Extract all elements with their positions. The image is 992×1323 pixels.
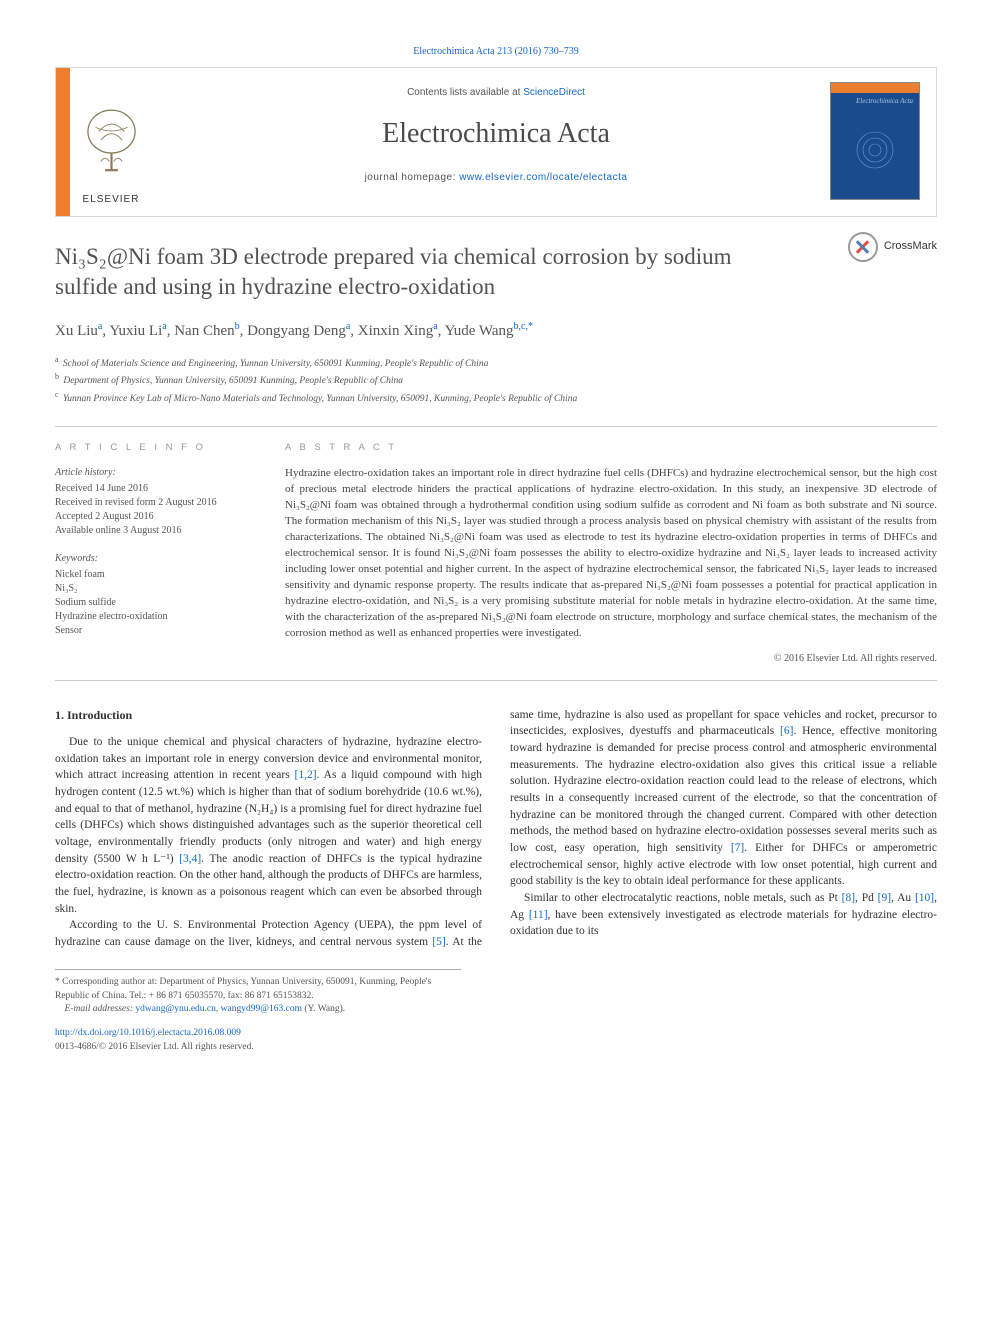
corresponding-author-note: * Corresponding author at: Department of… [55, 969, 461, 1017]
keywords-label: Keywords: [55, 552, 255, 566]
journal-cover-thumbnail: Electrochimica Acta [830, 82, 920, 200]
section-1-heading: 1. Introduction [55, 707, 482, 724]
history-revised: Received in revised form 2 August 2016 [55, 496, 255, 510]
contents-available-line: Contents lists available at ScienceDirec… [76, 86, 916, 100]
affiliation-b: b Department of Physics, Yunnan Universi… [55, 371, 937, 388]
cover-title: Electrochimica Acta [837, 97, 913, 107]
crossmark-icon [848, 232, 878, 262]
journal-homepage-line: journal homepage: www.elsevier.com/locat… [76, 171, 916, 185]
sciencedirect-link[interactable]: ScienceDirect [523, 87, 585, 98]
doi-link[interactable]: http://dx.doi.org/10.1016/j.electacta.20… [55, 1028, 241, 1038]
keyword-1: Nickel foam [55, 568, 255, 582]
running-head: Electrochimica Acta 213 (2016) 730–739 [55, 45, 937, 59]
issn-copyright: 0013-4686/© 2016 Elsevier Ltd. All right… [55, 1041, 937, 1055]
homepage-prefix: journal homepage: [365, 172, 460, 183]
keyword-4: Hydrazine electro-oxidation [55, 610, 255, 624]
keyword-5: Sensor [55, 624, 255, 638]
journal-homepage-link[interactable]: www.elsevier.com/locate/electacta [459, 172, 627, 183]
affiliations: a School of Materials Science and Engine… [55, 354, 937, 406]
intro-paragraph-1: Due to the unique chemical and physical … [55, 734, 482, 917]
email-label: E-mail addresses: [65, 1004, 134, 1014]
article-meta-block: A R T I C L E I N F O Article history: R… [55, 426, 937, 681]
history-label: Article history: [55, 466, 255, 480]
running-head-link[interactable]: Electrochimica Acta 213 (2016) 730–739 [413, 46, 579, 57]
cover-art-icon [837, 107, 913, 193]
crossmark-badge[interactable]: CrossMark [848, 232, 937, 262]
corr-email-2[interactable]: wangyd99@163.com [221, 1004, 302, 1014]
corr-email-1[interactable]: ydwang@ynu.edu.cn [135, 1004, 216, 1014]
journal-name: Electrochimica Acta [76, 114, 916, 153]
article-info-heading: A R T I C L E I N F O [55, 441, 255, 454]
crossmark-label: CrossMark [884, 239, 937, 254]
contents-prefix: Contents lists available at [407, 87, 523, 98]
abstract-column: A B S T R A C T Hydrazine electro-oxidat… [285, 441, 937, 666]
affiliation-c: c Yunnan Province Key Lab of Micro-Nano … [55, 389, 937, 406]
corr-email-suffix: (Y. Wang). [304, 1004, 345, 1014]
corr-text: Corresponding author at: Department of P… [55, 977, 431, 1001]
abstract-text: Hydrazine electro-oxidation takes an imp… [285, 466, 937, 641]
publisher-name: ELSEVIER [56, 193, 166, 207]
affiliation-a: a School of Materials Science and Engine… [55, 354, 937, 371]
abstract-copyright: © 2016 Elsevier Ltd. All rights reserved… [285, 652, 937, 666]
keyword-2: Ni₃S₂ [55, 582, 255, 596]
article-info-column: A R T I C L E I N F O Article history: R… [55, 441, 255, 666]
abstract-heading: A B S T R A C T [285, 441, 937, 454]
page-footer: * Corresponding author at: Department of… [55, 969, 937, 1055]
journal-masthead: ELSEVIER Contents lists available at Sci… [55, 67, 937, 217]
cover-accent-bar [831, 83, 919, 93]
keyword-3: Sodium sulfide [55, 596, 255, 610]
intro-paragraph-3: Similar to other electrocatalytic reacti… [510, 890, 937, 940]
elsevier-tree-icon [79, 108, 144, 183]
history-accepted: Accepted 2 August 2016 [55, 510, 255, 524]
publisher-logo: ELSEVIER [56, 108, 166, 207]
history-online: Available online 3 August 2016 [55, 524, 255, 538]
history-received: Received 14 June 2016 [55, 482, 255, 496]
corr-marker: * [55, 977, 60, 987]
article-title: Ni₃S₂@Ni foam 3D electrode prepared via … [55, 242, 937, 302]
article-body: 1. Introduction Due to the unique chemic… [55, 707, 937, 951]
author-list: Xu Liua, Yuxiu Lia, Nan Chenb, Dongyang … [55, 320, 937, 342]
